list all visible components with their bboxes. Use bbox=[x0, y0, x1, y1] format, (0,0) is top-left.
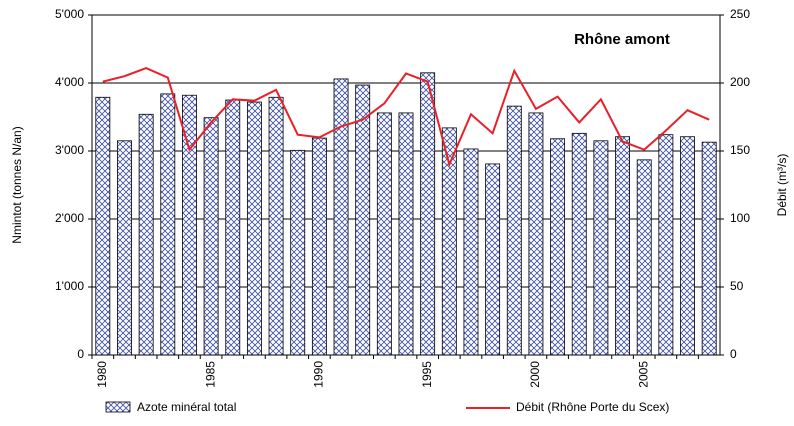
x-tick-label: 1980 bbox=[95, 361, 109, 388]
bar bbox=[203, 117, 219, 356]
x-tick-label: 1990 bbox=[312, 361, 326, 388]
y2-axis-title: Débit (m³/s) bbox=[775, 154, 789, 217]
x-tick-label: 1995 bbox=[420, 361, 434, 388]
line bbox=[102, 66, 710, 168]
bar bbox=[311, 137, 327, 356]
bar bbox=[463, 148, 479, 356]
x-tick-label: 2000 bbox=[528, 361, 542, 388]
bar bbox=[398, 112, 414, 356]
legend-label: Azote minéral total bbox=[137, 400, 236, 414]
y2-tick-label: 250 bbox=[730, 7, 750, 21]
bar bbox=[138, 113, 154, 356]
y-axis-title: Nmintot (tonnes N/an) bbox=[10, 126, 24, 243]
bar bbox=[268, 96, 284, 356]
y2-tick-label: 150 bbox=[730, 143, 750, 157]
y-tick-label: 1'000 bbox=[55, 279, 84, 293]
legend-label: Débit (Rhône Porte du Scex) bbox=[516, 400, 669, 414]
bar bbox=[485, 163, 501, 356]
bar bbox=[333, 78, 349, 356]
bar bbox=[355, 84, 371, 356]
y-tick-label: 5'000 bbox=[55, 7, 84, 21]
bar bbox=[593, 140, 609, 356]
bar bbox=[550, 138, 566, 356]
bar bbox=[290, 149, 306, 356]
plot-border bbox=[91, 14, 721, 356]
chart-title: Rhône amont bbox=[574, 31, 670, 48]
bar bbox=[528, 112, 544, 356]
bar bbox=[506, 105, 522, 356]
x-tick-label: 2005 bbox=[636, 361, 650, 388]
bar bbox=[571, 132, 587, 356]
bar bbox=[95, 96, 111, 356]
bar bbox=[636, 159, 652, 356]
y-tick-label: 2'000 bbox=[55, 211, 84, 225]
bar bbox=[246, 101, 262, 356]
y-tick-label: 0 bbox=[77, 347, 84, 361]
y2-tick-label: 50 bbox=[730, 279, 744, 293]
bar bbox=[658, 134, 674, 356]
bar bbox=[225, 99, 241, 356]
bar bbox=[376, 112, 392, 356]
y-tick-label: 3'000 bbox=[55, 143, 84, 157]
bar bbox=[701, 141, 717, 356]
bar bbox=[420, 72, 436, 356]
bar bbox=[615, 136, 630, 356]
bar bbox=[117, 140, 132, 356]
bar bbox=[160, 93, 176, 356]
y2-tick-label: 200 bbox=[730, 75, 750, 89]
x-tick-label: 1985 bbox=[203, 361, 217, 388]
y-tick-label: 4'000 bbox=[55, 75, 84, 89]
y2-tick-label: 0 bbox=[730, 347, 737, 361]
y2-tick-label: 100 bbox=[730, 211, 750, 225]
bar bbox=[680, 136, 695, 356]
legend-swatch bbox=[105, 401, 131, 413]
